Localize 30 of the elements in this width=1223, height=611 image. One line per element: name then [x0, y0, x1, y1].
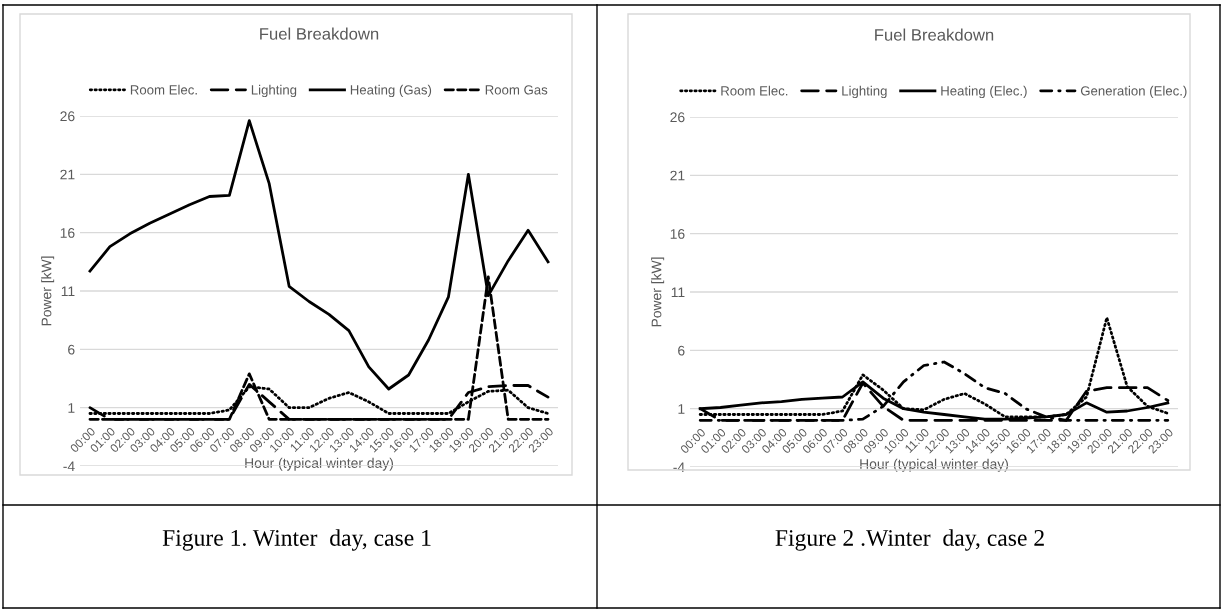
y-tick-label: 26: [670, 112, 685, 123]
legend-label: Room Gas: [485, 85, 548, 95]
y-tick-label: 21: [670, 170, 685, 181]
y-tick-label: 1: [678, 404, 685, 414]
legend-label: Room Elec.: [721, 85, 788, 96]
caption: Figure 1. Winter day, case 1: [162, 529, 431, 551]
y-tick-label: 16: [670, 229, 685, 239]
legend-label: Heating (Gas): [350, 84, 432, 98]
y-tick-label: 1: [68, 403, 75, 413]
y-tick-label: 16: [60, 228, 75, 238]
x-axis-title: Hour (typical winter day): [245, 457, 394, 471]
legend-label: Room Elec.: [130, 84, 197, 95]
x-axis-title: Hour (typical winter day): [860, 458, 1009, 472]
y-tick-label: 26: [60, 111, 75, 122]
y-axis-title: Power [kW]: [651, 257, 665, 327]
y-tick-label: 11: [671, 287, 685, 298]
legend-label: Generation (Elec.): [1080, 85, 1187, 99]
y-tick-label: 6: [678, 345, 685, 356]
legend-label: Lighting: [842, 85, 887, 99]
y-tick-label: 11: [61, 286, 75, 297]
y-tick-label: -4: [63, 461, 75, 472]
y-tick-label: 6: [68, 344, 75, 355]
legend-label: Heating (Elec.): [941, 85, 1027, 99]
y-axis-title: Power [kW]: [41, 256, 55, 326]
chart-title: Fuel Breakdown: [260, 27, 379, 40]
y-tick-label: -4: [673, 462, 685, 473]
legend-label: Lighting: [251, 84, 297, 98]
caption: Figure 2 .Winter day, case 2: [775, 529, 1044, 551]
chart-title: Fuel Breakdown: [875, 28, 994, 41]
y-tick-label: 21: [60, 169, 75, 180]
